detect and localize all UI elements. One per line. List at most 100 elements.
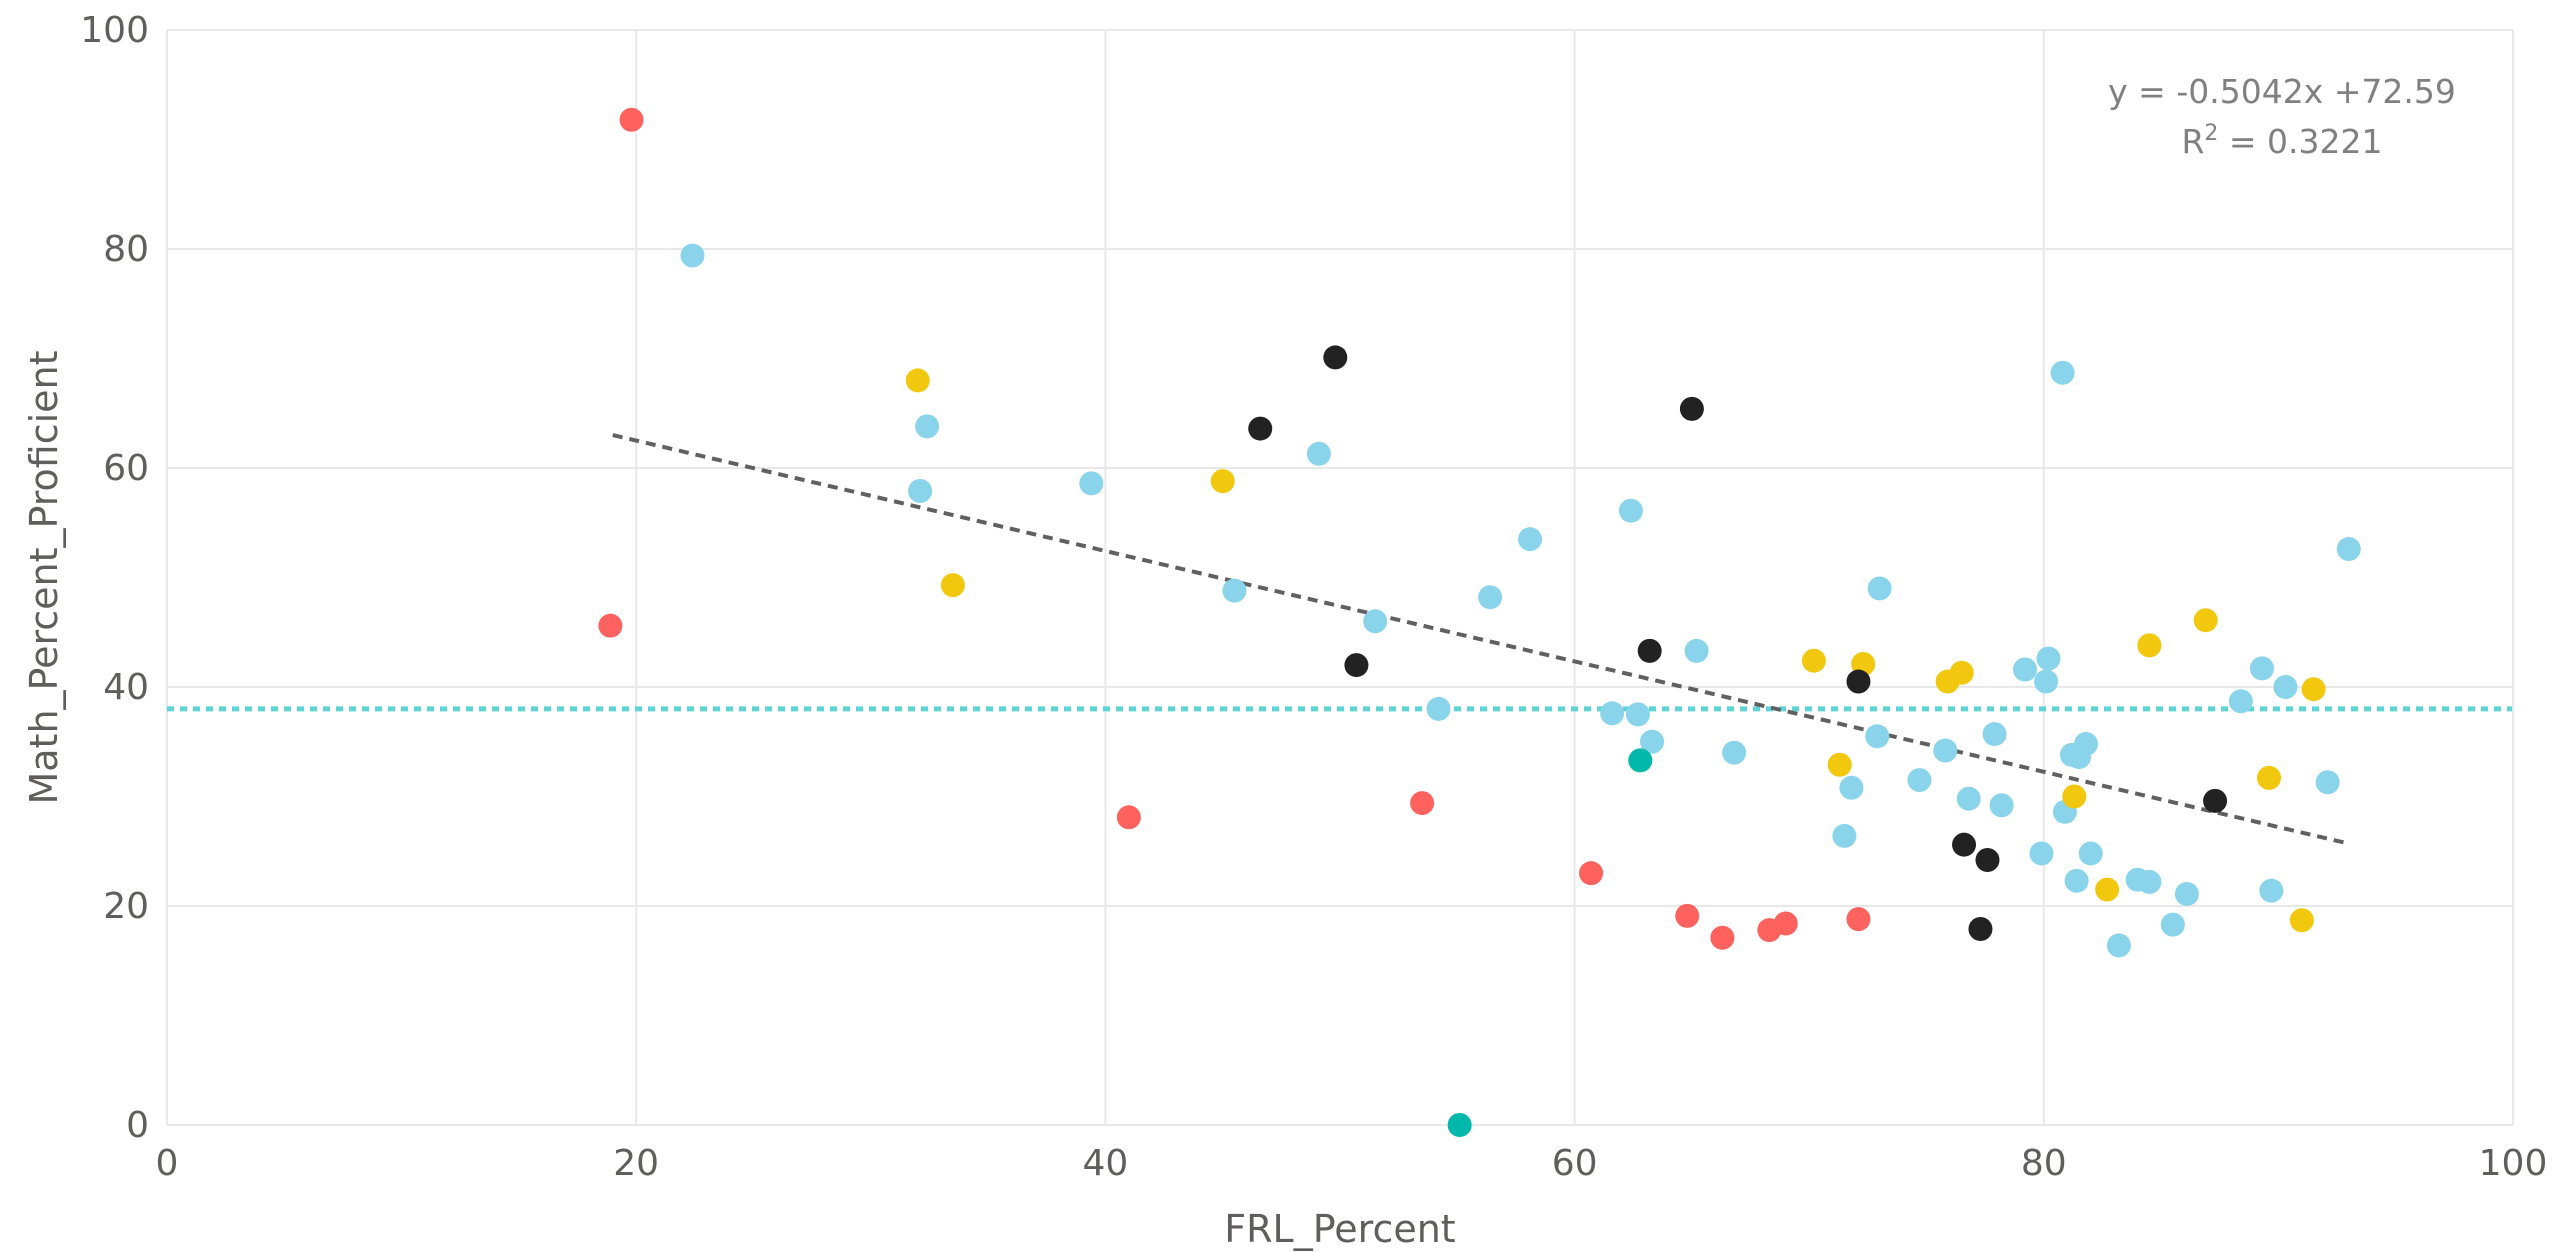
data-point[interactable]	[908, 478, 933, 503]
data-point[interactable]	[1773, 911, 1798, 936]
data-point[interactable]	[2160, 912, 2185, 937]
r2-superscript: 2	[2204, 121, 2218, 146]
data-point[interactable]	[940, 573, 965, 598]
data-point[interactable]	[1968, 916, 1993, 941]
trend-line-layer	[612, 433, 2350, 846]
data-point[interactable]	[1116, 805, 1141, 830]
data-point[interactable]	[1306, 441, 1331, 466]
x-tick-label: 0	[156, 1143, 179, 1184]
data-point[interactable]	[2029, 841, 2054, 866]
data-point[interactable]	[2034, 669, 2059, 694]
data-point[interactable]	[1410, 791, 1435, 816]
x-axis-title: FRL_Percent	[1224, 1207, 1455, 1251]
data-point[interactable]	[2036, 646, 2061, 671]
data-point[interactable]	[1637, 638, 1662, 663]
y-tick-label: 20	[103, 886, 149, 927]
data-points	[598, 107, 2361, 1137]
data-point[interactable]	[2259, 878, 2284, 903]
trend-annotation: y = -0.5042x +72.59 R2 = 0.3221	[2108, 72, 2456, 161]
y-tick-label: 80	[103, 229, 149, 270]
data-point[interactable]	[1675, 903, 1700, 928]
data-point[interactable]	[1801, 648, 1826, 673]
data-point[interactable]	[680, 243, 705, 268]
r2-value: = 0.3221	[2218, 122, 2382, 161]
data-point[interactable]	[1846, 669, 1871, 694]
data-point[interactable]	[1323, 345, 1348, 370]
x-tick-label: 40	[1082, 1143, 1128, 1184]
data-point[interactable]	[1210, 469, 1235, 494]
data-point[interactable]	[1982, 722, 2007, 747]
data-point[interactable]	[1248, 416, 1273, 441]
data-point[interactable]	[1600, 701, 1625, 726]
data-point[interactable]	[1518, 527, 1543, 552]
data-point[interactable]	[1839, 775, 1864, 800]
data-point[interactable]	[1949, 660, 1974, 685]
data-point[interactable]	[2174, 881, 2199, 906]
data-point[interactable]	[1079, 471, 1104, 496]
data-point[interactable]	[1832, 823, 1857, 848]
data-point[interactable]	[2289, 908, 2314, 933]
y-axis-title: Math_Percent_Proficient	[22, 350, 66, 804]
data-point[interactable]	[1933, 738, 1958, 763]
data-point[interactable]	[2062, 784, 2087, 809]
data-point[interactable]	[1846, 907, 1871, 932]
data-point[interactable]	[1952, 832, 1977, 857]
data-point[interactable]	[2273, 675, 2298, 699]
data-point[interactable]	[1618, 498, 1643, 523]
data-point[interactable]	[2257, 765, 2282, 790]
data-point[interactable]	[2050, 360, 2075, 385]
data-point[interactable]	[2193, 608, 2218, 633]
tick-labels: 0 20 40 60 80 100 0 20 40 60 80 100	[80, 10, 2547, 1184]
data-point[interactable]	[1710, 925, 1735, 950]
data-point[interactable]	[2228, 689, 2253, 714]
data-point[interactable]	[2301, 677, 2326, 702]
x-tick-label: 20	[613, 1143, 659, 1184]
data-point[interactable]	[1426, 696, 1451, 721]
data-point[interactable]	[619, 107, 644, 132]
trend-line	[612, 433, 2350, 846]
data-point[interactable]	[2137, 633, 2162, 658]
data-point[interactable]	[1907, 768, 1932, 793]
data-point[interactable]	[1579, 861, 1604, 886]
x-tick-label: 60	[1552, 1143, 1598, 1184]
data-point[interactable]	[2249, 656, 2274, 681]
data-point[interactable]	[2137, 869, 2162, 894]
data-point[interactable]	[2074, 731, 2099, 756]
data-point[interactable]	[1827, 752, 1852, 777]
data-point[interactable]	[905, 368, 930, 393]
data-point[interactable]	[2013, 657, 2038, 682]
x-tick-label: 80	[2021, 1143, 2067, 1184]
data-point[interactable]	[1865, 724, 1890, 749]
data-point[interactable]	[598, 613, 623, 638]
data-point[interactable]	[1222, 578, 1247, 603]
data-point[interactable]	[2203, 788, 2228, 813]
trend-r-squared: R2 = 0.3221	[2181, 121, 2382, 161]
data-point[interactable]	[1679, 396, 1704, 421]
data-point[interactable]	[1625, 702, 1650, 727]
data-point[interactable]	[1722, 740, 1747, 765]
data-point[interactable]	[2095, 877, 2120, 902]
trend-equation: y = -0.5042x +72.59	[2108, 72, 2456, 111]
data-point[interactable]	[1478, 585, 1503, 610]
data-point[interactable]	[2064, 868, 2089, 893]
y-tick-label: 100	[80, 10, 149, 51]
data-point[interactable]	[1628, 748, 1653, 773]
data-point[interactable]	[2315, 770, 2340, 795]
data-point[interactable]	[915, 414, 940, 439]
data-point[interactable]	[1447, 1113, 1472, 1137]
data-point[interactable]	[2336, 537, 2361, 562]
data-point[interactable]	[1867, 576, 1892, 601]
data-point[interactable]	[1344, 653, 1369, 678]
r2-label: R	[2181, 122, 2204, 161]
x-tick-label: 100	[2479, 1143, 2548, 1184]
data-point[interactable]	[1956, 786, 1981, 811]
data-point[interactable]	[1989, 793, 2014, 818]
data-point[interactable]	[1363, 609, 1388, 634]
data-point[interactable]	[2106, 933, 2131, 958]
data-point[interactable]	[1975, 848, 2000, 873]
data-point[interactable]	[2078, 841, 2103, 866]
data-point[interactable]	[1684, 638, 1709, 663]
data-point[interactable]	[1640, 729, 1665, 754]
y-tick-label: 0	[126, 1105, 149, 1146]
